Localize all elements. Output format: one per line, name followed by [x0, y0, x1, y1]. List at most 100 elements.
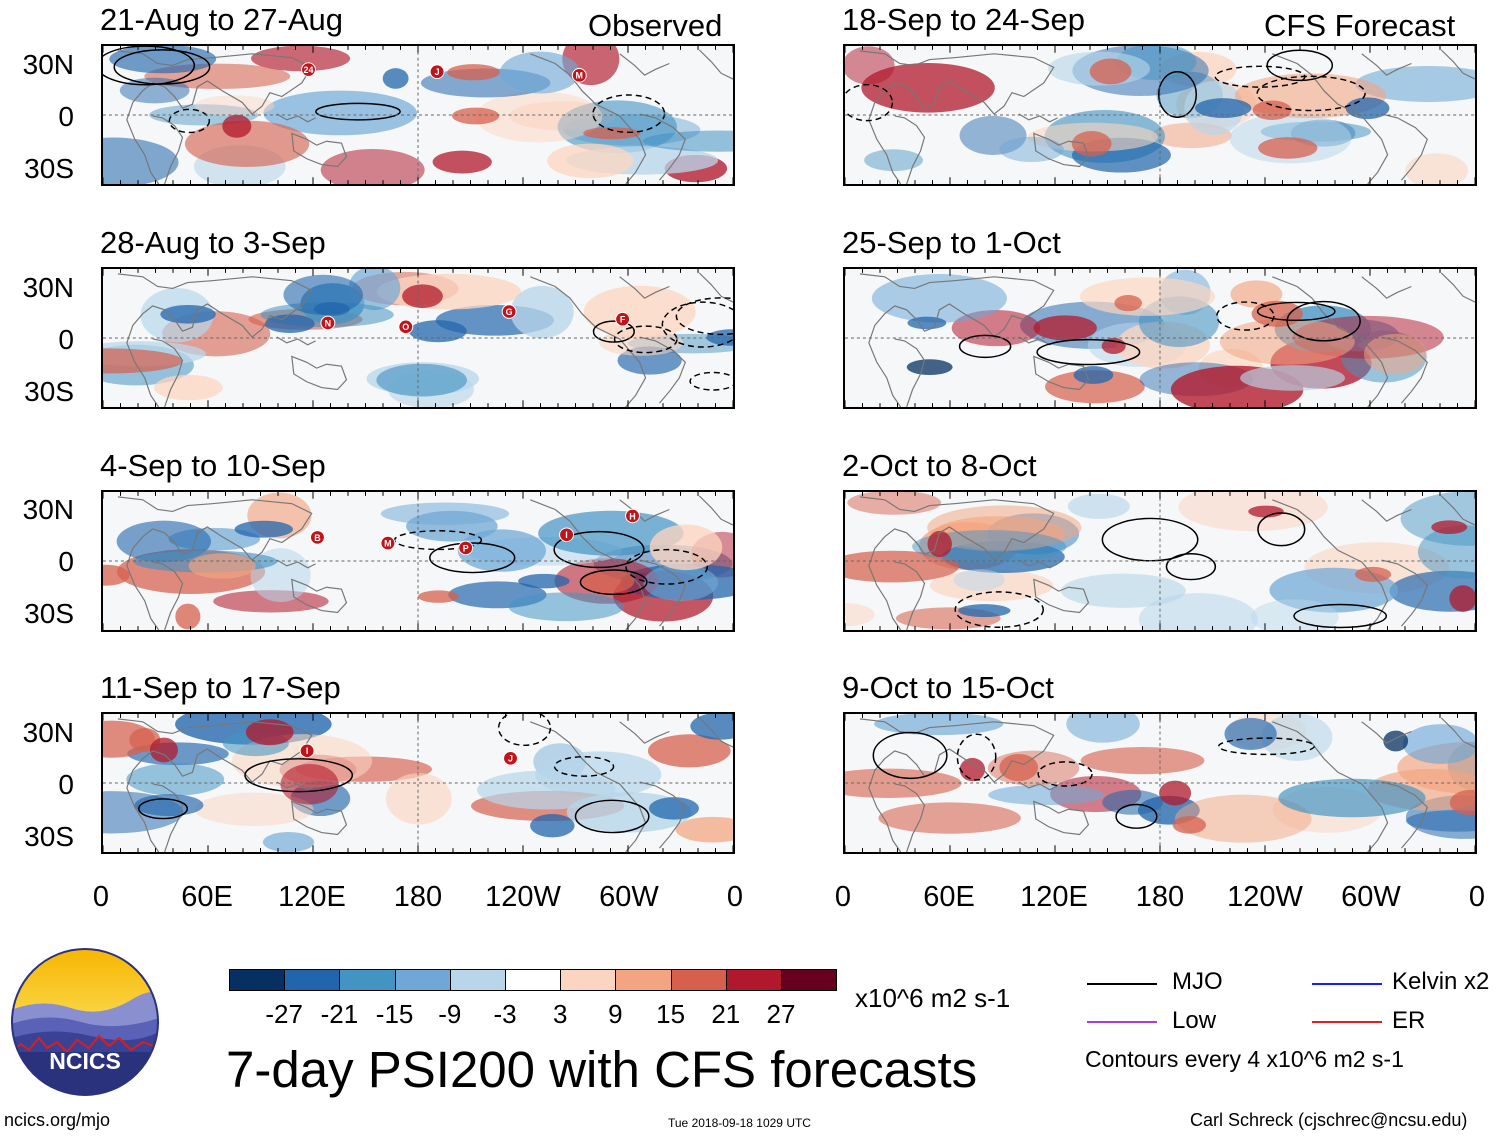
ytick-30s: 30S	[24, 821, 74, 852]
svg-text:H: H	[629, 511, 635, 521]
storm-marker: J	[429, 64, 445, 80]
legend-line-low	[1087, 1021, 1157, 1023]
colorbar-swatch	[449, 969, 506, 991]
colorbar-label: -9	[438, 999, 462, 1029]
colorbar-label: 21	[711, 999, 741, 1029]
xtick: 180	[393, 881, 443, 913]
panel-title-1: 21-Aug to 27-Aug	[100, 2, 344, 37]
svg-text:N: N	[325, 318, 331, 328]
ytick-30s: 30S	[24, 598, 74, 629]
colorbar-label: -3	[493, 999, 517, 1029]
xtick: 60E	[923, 881, 975, 913]
svg-text:I: I	[565, 530, 567, 540]
ytick-eq: 0	[58, 546, 74, 577]
colorbar-label: -21	[320, 999, 359, 1029]
xtick: 0	[92, 881, 110, 913]
storm-marker: 24	[301, 62, 316, 77]
ytick-30n: 30N	[22, 717, 74, 748]
map-panel-2: N O G F	[101, 267, 735, 409]
panel-title-8: 9-Oct to 15-Oct	[842, 670, 1054, 705]
ytick-30n: 30N	[22, 272, 74, 303]
colorbar-label: -27	[265, 999, 303, 1029]
svg-text:J: J	[435, 67, 440, 77]
logo-text: NCICS	[49, 1048, 121, 1074]
forecast-label: CFS Forecast	[1264, 8, 1456, 43]
storm-marker: I	[559, 527, 575, 543]
map-panel-6	[843, 267, 1477, 409]
xtick: 60E	[181, 881, 233, 913]
svg-text:O: O	[402, 322, 409, 332]
map-panel-3: B M P I H	[101, 490, 735, 632]
footer-author: Carl Schreck (cjschrec@ncsu.edu)	[1190, 1110, 1468, 1130]
xtick: 0	[726, 881, 744, 913]
storm-marker: I	[299, 743, 315, 759]
svg-text:M: M	[384, 539, 391, 549]
map-panel-5	[843, 44, 1477, 186]
colorbar-swatch	[284, 969, 341, 991]
legend-line-er	[1312, 1021, 1382, 1023]
ytick-eq: 0	[58, 324, 74, 355]
legend-er: ER	[1392, 1007, 1426, 1034]
panel-title-3: 4-Sep to 10-Sep	[100, 448, 326, 483]
colorbar-swatch	[339, 969, 396, 991]
colorbar-swatch	[229, 969, 286, 991]
svg-text:J: J	[508, 754, 513, 764]
colorbar-label: 3	[552, 999, 568, 1029]
colorbar-label: 27	[766, 999, 796, 1029]
storm-marker: J	[503, 751, 518, 766]
panel-title-2: 28-Aug to 3-Sep	[100, 225, 326, 260]
legend-line-kelvin	[1312, 983, 1382, 985]
svg-text:G: G	[506, 307, 513, 317]
xtick: 0	[834, 881, 852, 913]
observed-label: Observed	[588, 8, 723, 43]
panel-title-7: 2-Oct to 8-Oct	[842, 448, 1037, 483]
xtick: 120W	[1227, 881, 1303, 913]
storm-marker: F	[615, 311, 631, 327]
panel-title-6: 25-Sep to 1-Oct	[842, 225, 1061, 260]
xtick: 60W	[599, 881, 659, 913]
map-panel-7	[843, 490, 1477, 632]
colorbar-swatch	[725, 969, 782, 991]
main-title: 7-day PSI200 with CFS forecasts	[226, 1041, 978, 1098]
legend-mjo: MJO	[1172, 968, 1223, 995]
storm-marker: P	[458, 540, 474, 556]
svg-text:B: B	[314, 533, 320, 543]
svg-text:P: P	[463, 543, 469, 553]
ytick-eq: 0	[58, 101, 74, 132]
svg-text:24: 24	[304, 65, 314, 75]
colorbar-swatch	[394, 969, 451, 991]
colorbar-label: 15	[656, 999, 686, 1029]
colorbar-swatch	[560, 969, 617, 991]
colorbar-label: 9	[608, 999, 623, 1029]
ytick-30n: 30N	[22, 494, 74, 525]
xtick: 60W	[1341, 881, 1401, 913]
colorbar-swatch	[505, 969, 562, 991]
ytick-30n: 30N	[22, 49, 74, 80]
storm-marker: M	[571, 68, 587, 83]
storm-marker: G	[501, 304, 517, 319]
legend-line-mjo	[1087, 983, 1157, 985]
storm-marker: H	[625, 508, 640, 524]
colorbar-swatch	[615, 969, 672, 991]
xtick: 120W	[485, 881, 561, 913]
footer-url[interactable]: ncics.org/mjo	[4, 1110, 111, 1130]
legend-kelvin: Kelvin x2	[1392, 968, 1490, 995]
ncics-logo: NCICS	[11, 948, 159, 1096]
map-panel-1: 24 J M	[101, 44, 735, 186]
storm-marker: O	[398, 319, 414, 335]
ytick-30s: 30S	[24, 153, 74, 184]
storm-marker: N	[320, 315, 336, 331]
legend-low: Low	[1172, 1007, 1217, 1034]
units-label: x10^6 m2 s-1	[855, 983, 1011, 1013]
xtick: 120E	[278, 881, 346, 913]
colorbar-swatch	[781, 969, 838, 991]
footer-timestamp: Tue 2018-09-18 1029 UTC	[668, 1116, 811, 1130]
panel-title-4: 11-Sep to 17-Sep	[100, 670, 341, 705]
map-panel-8	[843, 712, 1477, 854]
contour-note: Contours every 4 x10^6 m2 s-1	[1085, 1046, 1404, 1072]
xtick: 0	[1468, 881, 1486, 913]
ytick-30s: 30S	[24, 376, 74, 407]
storm-marker: M	[380, 535, 396, 551]
svg-text:M: M	[576, 71, 583, 81]
